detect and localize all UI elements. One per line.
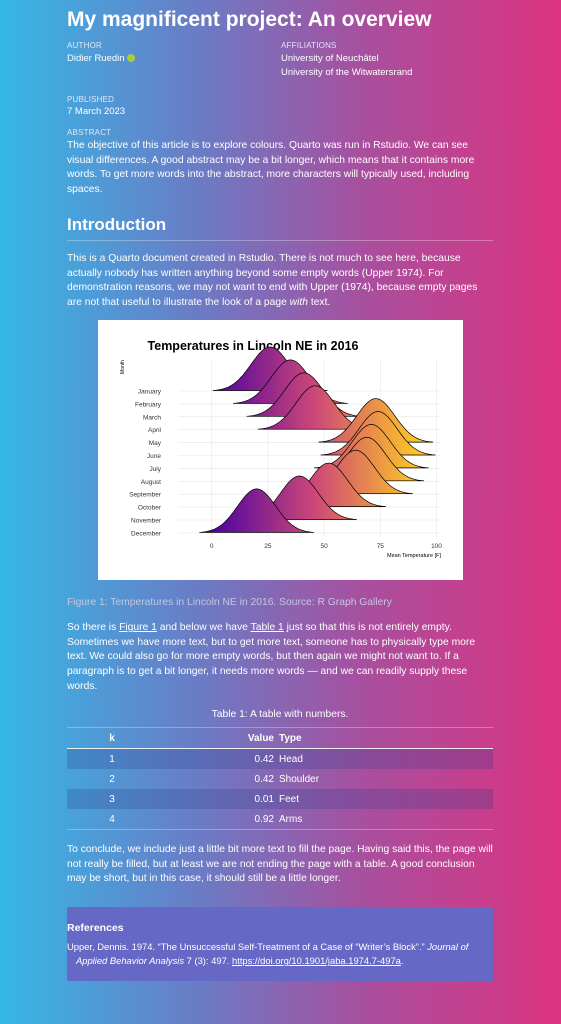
y-tick-label: July	[149, 466, 161, 473]
references: References Upper, Dennis. 1974. “The Uns…	[67, 907, 493, 981]
table-cell: 0.92	[254, 813, 274, 825]
x-axis-label: Mean Temperature [F]	[387, 553, 441, 559]
y-tick-label: December	[131, 530, 162, 537]
title: My magnificent project: An overview	[67, 8, 432, 31]
ridge	[199, 488, 315, 533]
table-cell: 1	[67, 748, 157, 769]
table-caption: Table 1: A table with numbers.	[211, 709, 349, 720]
table-cell: Head	[274, 748, 493, 769]
paragraph: This is a Quarto document created in Rst…	[67, 252, 493, 311]
y-tick-label: November	[131, 518, 162, 525]
reference-entry: Upper, Dennis. 1974. “The Unsuccessful S…	[67, 940, 491, 968]
paragraph: So there is Figure 1 and below we have T…	[67, 621, 493, 695]
table-cell: 4	[109, 813, 115, 825]
y-axis-label: Month	[120, 360, 126, 374]
y-tick-label: January	[138, 389, 162, 396]
table-body: 1 0.42 Head 2 0.42 Shoulder 3 0.01 Feet 4 0.92 Arms	[67, 748, 493, 830]
section-heading: Introduction	[67, 215, 493, 241]
table: k Value Type 1 0.42 Head 2 0.42 Shoulder 3 0.01 F…	[67, 727, 493, 830]
header-cell: k	[67, 727, 157, 749]
abstract: The objective of this article is to expl…	[67, 140, 475, 196]
text: and below we have	[156, 622, 251, 633]
text: Upper, Dennis. 1974. “The Unsuccessful S…	[67, 941, 428, 952]
y-tick-label: May	[149, 440, 162, 447]
table-row: 4 0.92 Arms	[67, 809, 493, 830]
table-row: 2 0.42 Shoulder	[67, 769, 493, 789]
table-cell: Shoulder	[279, 773, 320, 785]
table-cell: 0.42	[157, 748, 274, 769]
table-cell: Arms	[279, 813, 303, 825]
abstract-label: ABSTRACT	[67, 128, 112, 137]
paragraph: To conclude, we include just a little bi…	[67, 844, 493, 885]
author: Didier Ruedin	[67, 52, 136, 66]
table-cell: 0.01	[157, 789, 274, 809]
figure: Temperatures in Lincoln NE in 2016 Month M…	[98, 320, 463, 580]
header-cell: Value	[157, 727, 274, 749]
table-row: 1 0.42 Head	[67, 748, 493, 769]
y-tick-label: June	[147, 453, 161, 460]
y-tick-label: February	[135, 401, 162, 408]
figure-link[interactable]: Figure 1	[119, 622, 157, 633]
x-tick-label: 0	[210, 543, 214, 550]
text: text.	[307, 297, 331, 309]
orcid-icon[interactable]	[127, 54, 136, 62]
author-label: AUTHOR	[67, 41, 102, 50]
header-cell: Type	[274, 727, 493, 749]
references-heading: References	[67, 922, 124, 934]
x-tick-label: 100	[431, 543, 442, 550]
x-tick-label: 50	[320, 543, 328, 550]
emphasis: with	[289, 297, 308, 309]
y-tick-label: August	[141, 479, 161, 486]
table-cell: 3	[67, 789, 157, 809]
table-link[interactable]: Table 1	[250, 622, 284, 633]
affiliations-label: AFFILIATIONS	[281, 41, 337, 50]
y-tick-label: March	[143, 414, 161, 421]
published-label: PUBLISHED	[67, 95, 115, 104]
text: This is a Quarto document created in Rst…	[67, 253, 478, 309]
table-row: 3 0.01 Feet	[67, 789, 493, 809]
text: So there is	[67, 622, 120, 633]
figure-caption: Figure 1: Temperatures in Lincoln NE in …	[67, 597, 392, 608]
x-tick-label: 25	[264, 543, 272, 550]
table-cell: Feet	[274, 789, 493, 809]
table-cell: 0.42	[254, 773, 274, 785]
affiliation: University of Neuchâtel	[281, 53, 379, 64]
text: .	[400, 955, 404, 966]
y-tick-label: September	[129, 492, 162, 499]
y-tick-label: October	[138, 505, 162, 512]
table-cell: 2	[109, 773, 115, 785]
text: just so that this is not entirely empty.…	[67, 622, 476, 692]
affiliation: University of the Witwatersrand	[281, 67, 413, 78]
author-name: Didier Ruedin	[67, 53, 125, 64]
x-tick-label: 75	[377, 543, 385, 550]
doi-link[interactable]: https://doi.org/10.1901/jaba.1974.7-497a	[232, 955, 401, 966]
chart-title: Temperatures in Lincoln NE in 2016	[148, 339, 359, 353]
published: 7 March 2023	[67, 106, 126, 117]
text: 7 (3): 497.	[184, 955, 232, 966]
header-row: k Value Type	[67, 727, 493, 749]
y-tick-label: April	[148, 427, 162, 434]
journal: Journal of Applied Behavior Analysis	[76, 941, 469, 966]
